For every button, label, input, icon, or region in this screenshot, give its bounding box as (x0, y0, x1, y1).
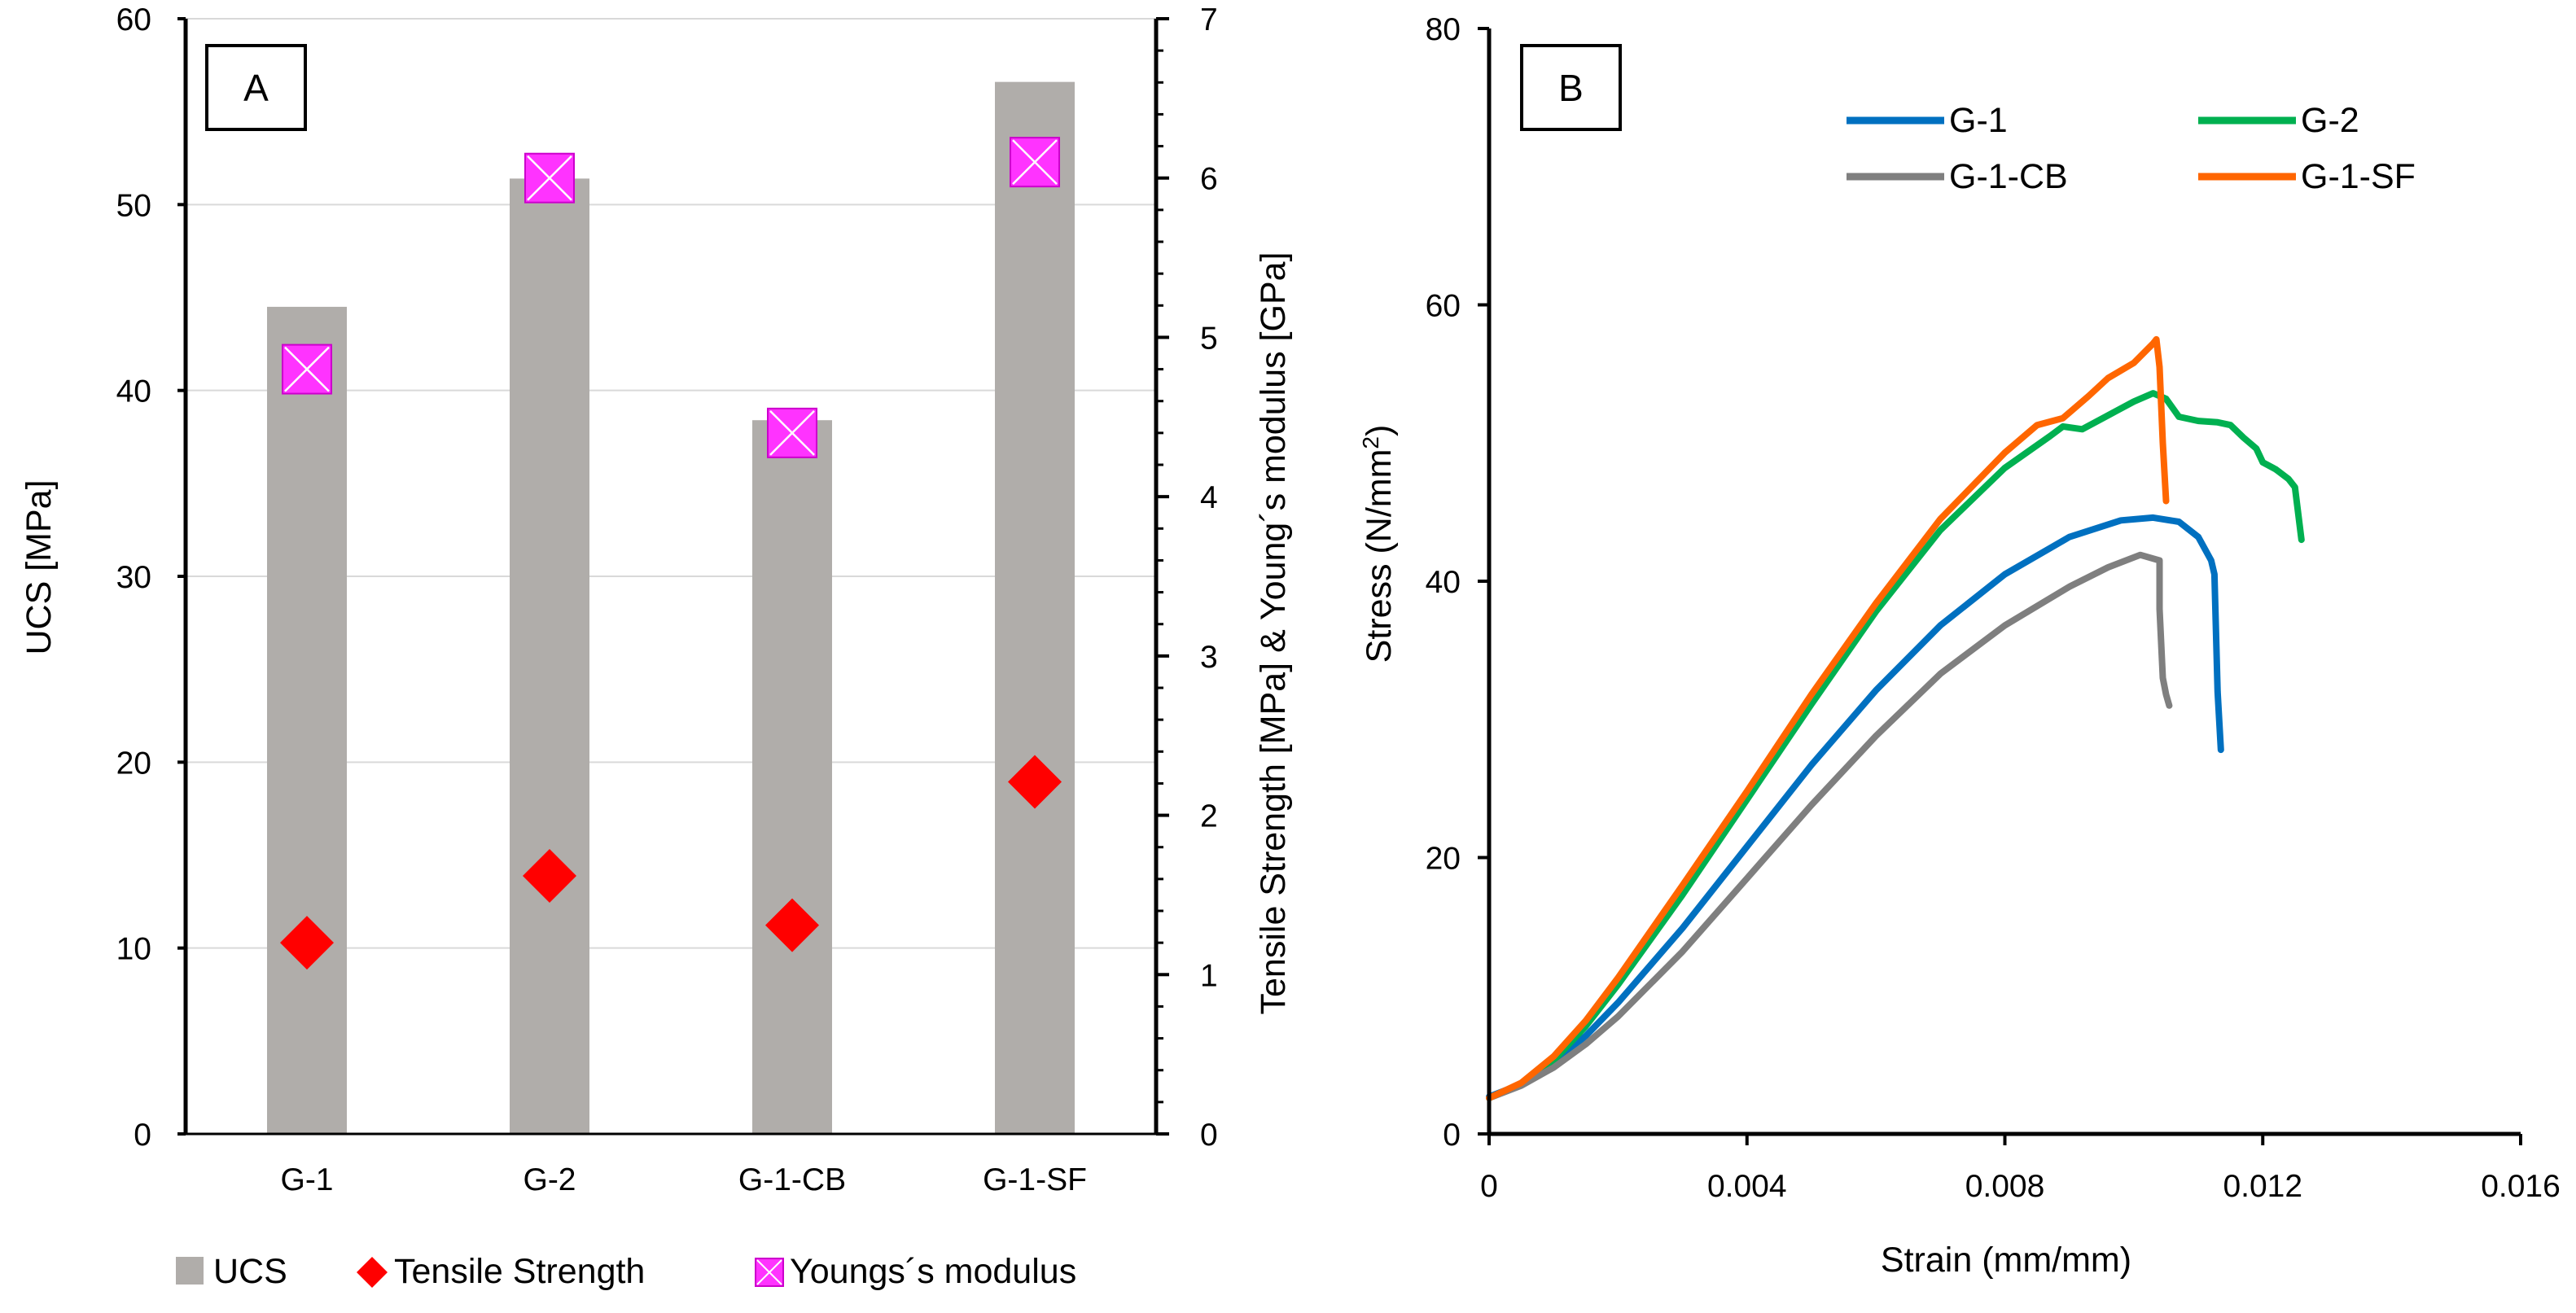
tick-label-left-0: 0 (134, 1118, 151, 1153)
tick-label-right-6: 6 (1200, 162, 1218, 197)
line-series-g-1 (1486, 514, 2224, 1101)
panel-b-y-axis-title-sup: 2 (1358, 436, 1383, 449)
panel-a-bars (267, 81, 1075, 1135)
legend-label-youngs: Youngs´s modulus (790, 1252, 1076, 1291)
tick-label-left-10: 10 (116, 932, 151, 967)
panel-a-label-frame (205, 44, 307, 131)
panel-b-axes (1478, 27, 2522, 1145)
marker-tensile-g-1 (280, 916, 334, 970)
tick-label-right-4: 4 (1200, 480, 1218, 515)
bar-ucs-g-1 (267, 306, 347, 1135)
tick-label-right-1: 1 (1200, 958, 1218, 993)
marker-youngs-cross (1012, 139, 1058, 186)
tick-label-right-7: 7 (1200, 2, 1218, 37)
tick-label-y-0: 0 (1443, 1118, 1461, 1153)
line-series-g-1-sf (1486, 335, 2170, 1101)
legend-label-g2: G-2 (2301, 101, 2359, 140)
panel-a-tick-labels: 0 10 20 30 40 50 60 0 1 2 3 4 5 6 7 G-1 G-2 G-1-CB G-1-SF (116, 2, 1218, 1197)
panel-b-tick-labels: 0 20 40 60 80 0 0.004 0.008 0.012 0.016 (1426, 12, 2561, 1204)
panel-a-left-axis-title: UCS [MPa] (20, 479, 59, 654)
line-series-g-1-cb (1486, 551, 2173, 1101)
legend-swatch-youngs (755, 1258, 784, 1287)
panel-b-y-axis-title: Stress (N/mm2) (1358, 425, 1400, 663)
tick-label-left-60: 60 (116, 2, 151, 37)
panel-a-right-axis-title: Tensile Strength [MPa] & Young´s modulus… (1254, 252, 1293, 1015)
tick-label-right-5: 5 (1200, 321, 1218, 356)
panel-a-markers (280, 137, 1062, 970)
marker-tensile-g-1-cb (765, 898, 819, 952)
bar-ucs-g-1-sf (995, 81, 1075, 1135)
tick-label-x-1: 0.004 (1707, 1169, 1787, 1204)
tick-label-y-80: 80 (1426, 12, 1461, 47)
tick-label-left-40: 40 (116, 374, 151, 409)
category-label-g-1: G-1 (280, 1162, 333, 1197)
category-label-g-1-cb: G-1-CB (738, 1162, 846, 1197)
category-label-g-1-sf: G-1-SF (983, 1162, 1087, 1197)
tick-label-y-60: 60 (1426, 289, 1461, 324)
panel-a-axes (177, 17, 1169, 1136)
panel-b-label-box: B (1520, 44, 1622, 131)
legend-swatch-ucs (176, 1257, 204, 1285)
bar-ucs-g-2 (510, 178, 589, 1134)
panel-b: 0 20 40 60 80 0 0.004 0.008 0.012 0.016 Strain (m… (1358, 12, 2561, 1280)
panel-b-y-axis-title-main: Stress (N/mm (1360, 449, 1399, 663)
tick-label-x-0: 0 (1480, 1169, 1498, 1204)
marker-youngs-g-1-cb (767, 407, 817, 458)
legend-swatch-youngs-cross (756, 1259, 782, 1285)
marker-tensile-g-2 (523, 848, 576, 903)
marker-youngs-g-1-sf (1010, 137, 1060, 188)
panel-b-label: B (1558, 67, 1584, 109)
panel-b-y-axis-title-end: ) (1360, 425, 1399, 436)
legend-label-g1cb: G-1-CB (1949, 157, 2068, 196)
panel-a-legend: UCS Tensile Strength Youngs´s modulus (176, 1252, 1076, 1291)
panel-b-series-lines (1486, 335, 2305, 1101)
tick-label-right-3: 3 (1200, 640, 1218, 675)
tick-label-right-0: 0 (1200, 1118, 1218, 1153)
panel-b-label-frame (1520, 44, 1622, 131)
marker-tensile-g-1-sf (1008, 755, 1062, 809)
panel-b-x-axis-title: Strain (mm/mm) (1881, 1241, 2131, 1280)
marker-youngs-g-1 (282, 344, 332, 395)
tick-label-x-2: 0.008 (1965, 1169, 2045, 1204)
panel-a-label-box: A (205, 44, 307, 131)
line-series-g-2 (1486, 390, 2305, 1101)
tick-label-y-20: 20 (1426, 842, 1461, 877)
legend-label-g1: G-1 (1949, 101, 2008, 140)
legend-label-g1sf: G-1-SF (2301, 157, 2416, 196)
legend-label-tensile: Tensile Strength (394, 1252, 645, 1291)
bar-ucs-g-1-cb (752, 420, 832, 1134)
tick-label-left-30: 30 (116, 560, 151, 595)
legend-swatch-tensile (357, 1257, 388, 1288)
legend-label-ucs: UCS (213, 1252, 287, 1291)
tick-label-x-3: 0.012 (2223, 1169, 2302, 1204)
panel-a-label: A (243, 67, 269, 109)
tick-label-y-40: 40 (1426, 565, 1461, 600)
marker-youngs-g-2 (524, 152, 575, 204)
tick-label-x-4: 0.016 (2481, 1169, 2561, 1204)
tick-label-left-50: 50 (116, 188, 151, 223)
tick-label-right-2: 2 (1200, 799, 1218, 834)
marker-youngs-cross (527, 155, 572, 201)
marker-youngs-cross (284, 346, 330, 392)
marker-youngs-cross (769, 409, 815, 456)
panel-b-legend: G-1 G-2 G-1-CB G-1-SF (1847, 101, 2416, 196)
category-label-g-2: G-2 (523, 1162, 576, 1197)
tick-label-left-20: 20 (116, 746, 151, 781)
panel-a-gridlines (186, 18, 1156, 949)
